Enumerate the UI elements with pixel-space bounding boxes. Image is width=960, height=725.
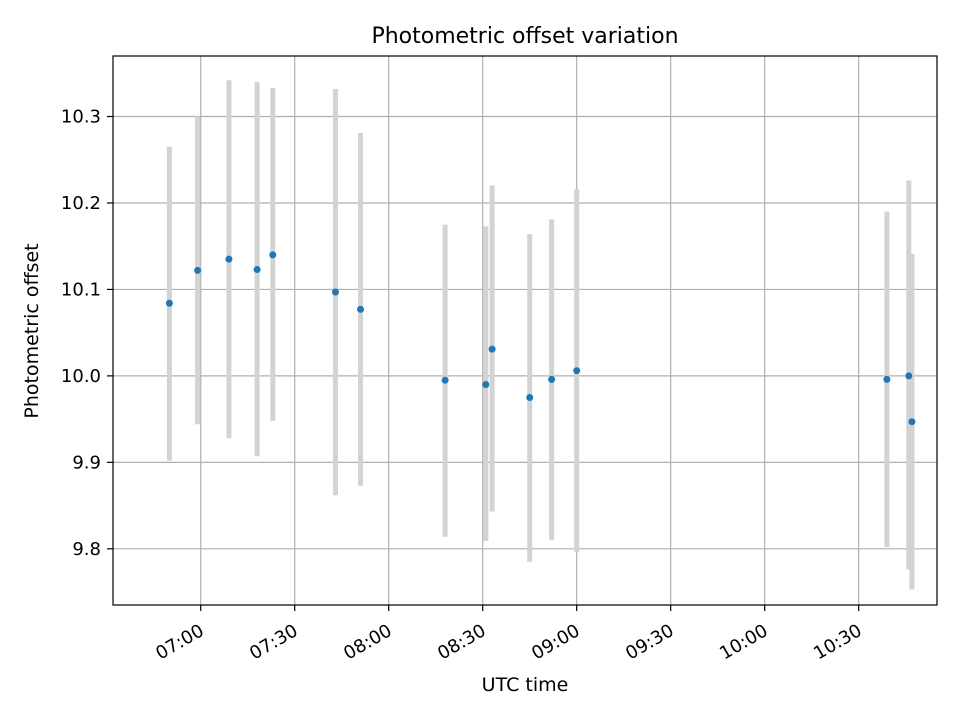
x-tick-label: 09:00 <box>528 620 583 664</box>
data-point <box>908 418 916 426</box>
data-point <box>331 288 339 296</box>
chart-title: Photometric offset variation <box>371 24 678 49</box>
data-point <box>573 367 581 375</box>
data-point <box>441 376 449 384</box>
y-tick-label: 10.3 <box>61 107 101 128</box>
data-point <box>165 299 173 307</box>
data-points <box>165 251 916 426</box>
y-tick-label: 10.0 <box>61 366 101 387</box>
data-point <box>905 372 913 380</box>
y-tick-label: 9.9 <box>72 452 101 473</box>
data-point <box>883 375 891 383</box>
error-bars <box>166 80 915 590</box>
x-tick-label: 10:30 <box>810 620 865 664</box>
data-point <box>253 266 261 274</box>
y-tick-label: 10.1 <box>61 279 101 300</box>
x-tick-label: 10:00 <box>716 620 771 664</box>
x-tick-label: 08:00 <box>340 620 395 664</box>
data-point <box>482 381 490 389</box>
data-point <box>526 394 534 402</box>
data-point <box>225 255 233 263</box>
data-point <box>548 375 556 383</box>
y-tick-label: 10.2 <box>61 193 101 214</box>
y-axis-label: Photometric offset <box>21 243 43 418</box>
data-point <box>488 345 496 353</box>
x-axis-label: UTC time <box>482 674 569 696</box>
grid <box>113 56 937 605</box>
y-axis: 9.8 9.9 10.0 10.1 10.2 10.3 <box>61 107 113 560</box>
y-tick-label: 9.8 <box>72 539 101 560</box>
x-tick-label: 08:30 <box>434 620 489 664</box>
data-point <box>194 266 202 274</box>
data-point <box>357 305 365 313</box>
x-tick-label: 09:30 <box>622 620 677 664</box>
x-axis: 07:00 07:30 08:00 08:30 09:00 09:30 10:00 10:30 <box>152 605 866 664</box>
x-tick-label: 07:30 <box>246 620 301 664</box>
plot-frame <box>112 55 938 606</box>
x-tick-label: 07:00 <box>152 620 207 664</box>
data-point <box>269 251 277 259</box>
